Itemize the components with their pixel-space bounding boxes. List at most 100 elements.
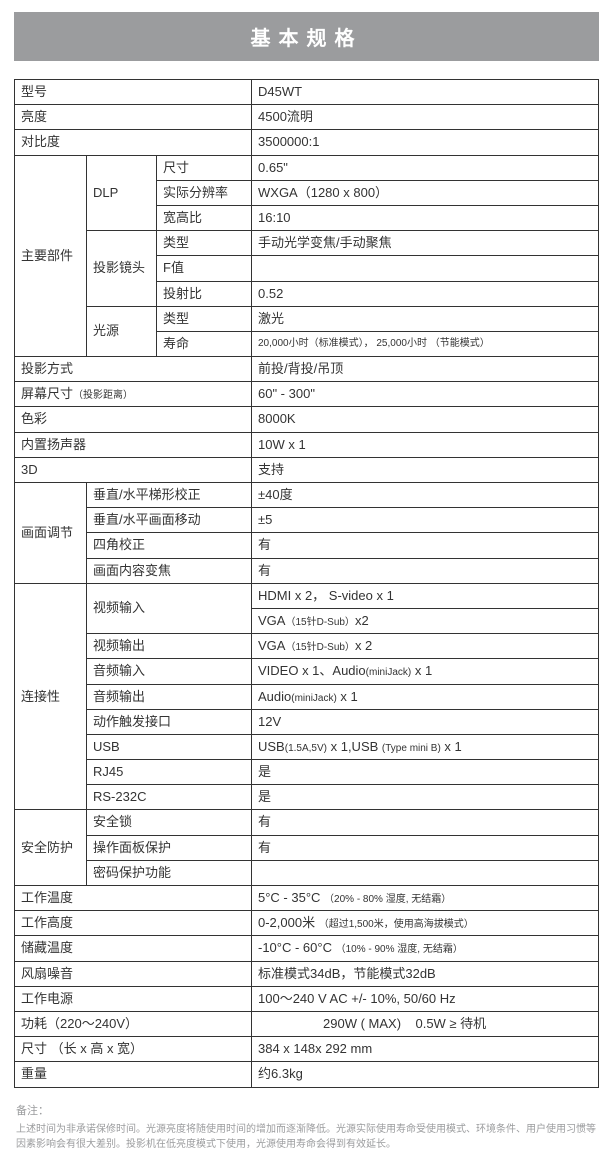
label-cell: 动作触发接口 [87, 709, 252, 734]
value-cell: D45WT [252, 80, 599, 105]
value-cell: 有 [252, 558, 599, 583]
label-cell: 亮度 [15, 105, 252, 130]
page-title: 基本规格 [14, 12, 599, 61]
label-cell: 屏幕尺寸（投影距离） [15, 382, 252, 407]
label-cell: 工作高度 [15, 911, 252, 936]
table-row: 画面调节 垂直/水平梯形校正 ±40度 [15, 483, 599, 508]
table-row: 投影镜头 类型 手动光学变焦/手动聚焦 [15, 231, 599, 256]
label-cell: 画面调节 [15, 483, 87, 584]
value-cell: 前投/背投/吊顶 [252, 357, 599, 382]
value-cell: 12V [252, 709, 599, 734]
table-row: 重量 约6.3kg [15, 1062, 599, 1087]
notes-heading: 备注： [16, 1102, 597, 1118]
table-row: RJ45 是 [15, 760, 599, 785]
table-row: 安全防护 安全锁 有 [15, 810, 599, 835]
label-cell: RS-232C [87, 785, 252, 810]
value-cell: 标准模式34dB，节能模式32dB [252, 961, 599, 986]
label-cell: 尺寸 （长 x 高 x 宽） [15, 1037, 252, 1062]
value-cell: 60" - 300" [252, 382, 599, 407]
label-cell: 光源 [87, 306, 157, 356]
table-row: 密码保护功能 [15, 860, 599, 885]
label-cell: RJ45 [87, 760, 252, 785]
label-cell: 投影方式 [15, 357, 252, 382]
label-cell: 视频输入 [87, 583, 252, 633]
value-cell: 手动光学变焦/手动聚焦 [252, 231, 599, 256]
table-row: 音频输入 VIDEO x 1、Audio(miniJack) x 1 [15, 659, 599, 684]
value-cell: 是 [252, 760, 599, 785]
value-cell: 384 x 148x 292 mm [252, 1037, 599, 1062]
label-cell: 功耗（220～240V） [15, 1011, 252, 1036]
table-row: 对比度 3500000:1 [15, 130, 599, 155]
label-cell: 操作面板保护 [87, 835, 252, 860]
table-row: 工作电源 100～240 V AC +/- 10%, 50/60 Hz [15, 986, 599, 1011]
value-cell: 支持 [252, 457, 599, 482]
table-row: 储藏温度 -10°C - 60°C （10% - 90% 湿度, 无结霜） [15, 936, 599, 961]
table-row: 工作高度 0-2,000米 （超过1,500米，使用高海拔模式） [15, 911, 599, 936]
spec-table: 型号 D45WT 亮度 4500流明 对比度 3500000:1 主要部件 DL… [14, 79, 599, 1088]
value-cell: 5°C - 35°C （20% - 80% 湿度, 无结霜） [252, 886, 599, 911]
table-row: RS-232C 是 [15, 785, 599, 810]
value-cell [252, 860, 599, 885]
value-cell: 有 [252, 533, 599, 558]
table-row: 垂直/水平画面移动 ±5 [15, 508, 599, 533]
label-cell: 视频输出 [87, 634, 252, 659]
value-cell: ±40度 [252, 483, 599, 508]
label-cell: 风扇噪音 [15, 961, 252, 986]
label-cell: 安全锁 [87, 810, 252, 835]
table-row: 型号 D45WT [15, 80, 599, 105]
value-cell: -10°C - 60°C （10% - 90% 湿度, 无结霜） [252, 936, 599, 961]
table-row: 屏幕尺寸（投影距离） 60" - 300" [15, 382, 599, 407]
value-cell [252, 256, 599, 281]
table-row: 色彩 8000K [15, 407, 599, 432]
label-cell: 投射比 [157, 281, 252, 306]
label-cell: 画面内容变焦 [87, 558, 252, 583]
value-cell: 有 [252, 810, 599, 835]
value-cell: Audio(miniJack) x 1 [252, 684, 599, 709]
label-cell: 投影镜头 [87, 231, 157, 307]
label-cell: F值 [157, 256, 252, 281]
label-cell: 类型 [157, 231, 252, 256]
label-cell: 工作温度 [15, 886, 252, 911]
table-row: 尺寸 （长 x 高 x 宽） 384 x 148x 292 mm [15, 1037, 599, 1062]
label-cell: 色彩 [15, 407, 252, 432]
value-cell: 20,000小时（标准模式）， 25,000小时 （节能模式） [252, 331, 599, 356]
label-cell: 寿命 [157, 331, 252, 356]
table-row: 亮度 4500流明 [15, 105, 599, 130]
table-row: 音频输出 Audio(miniJack) x 1 [15, 684, 599, 709]
table-row: 连接性 视频输入 HDMI x 2， S-video x 1 [15, 583, 599, 608]
value-cell: 0.65" [252, 155, 599, 180]
label-cell: 型号 [15, 80, 252, 105]
label-cell: 宽高比 [157, 205, 252, 230]
table-row: 视频输出 VGA（15针D-Sub）x 2 [15, 634, 599, 659]
value-cell: 0.52 [252, 281, 599, 306]
table-row: 操作面板保护 有 [15, 835, 599, 860]
value-cell: 290W ( MAX) 0.5W ≥ 待机 [252, 1011, 599, 1036]
value-cell: 4500流明 [252, 105, 599, 130]
label-cell: 重量 [15, 1062, 252, 1087]
label-cell: 主要部件 [15, 155, 87, 357]
table-row: 3D 支持 [15, 457, 599, 482]
value-cell: 100～240 V AC +/- 10%, 50/60 Hz [252, 986, 599, 1011]
notes-body: 上述时间为非承诺保修时间。光源亮度将随使用时间的增加而逐渐降低。光源实际使用寿命… [16, 1122, 597, 1152]
value-cell: 激光 [252, 306, 599, 331]
table-row: 动作触发接口 12V [15, 709, 599, 734]
table-row: 光源 类型 激光 [15, 306, 599, 331]
label-cell: 对比度 [15, 130, 252, 155]
value-cell: 16:10 [252, 205, 599, 230]
label-cell: 储藏温度 [15, 936, 252, 961]
label-cell: 实际分辨率 [157, 180, 252, 205]
label-cell: 安全防护 [15, 810, 87, 886]
label-cell: 垂直/水平梯形校正 [87, 483, 252, 508]
value-cell: 0-2,000米 （超过1,500米，使用高海拔模式） [252, 911, 599, 936]
value-cell: 有 [252, 835, 599, 860]
value-cell: 10W x 1 [252, 432, 599, 457]
label-cell: 垂直/水平画面移动 [87, 508, 252, 533]
label-cell: DLP [87, 155, 157, 231]
value-cell: USB(1.5A,5V) x 1,USB (Type mini B) x 1 [252, 734, 599, 759]
table-row: 四角校正 有 [15, 533, 599, 558]
table-row: 主要部件 DLP 尺寸 0.65" [15, 155, 599, 180]
label-cell: 连接性 [15, 583, 87, 810]
label-cell: 内置扬声器 [15, 432, 252, 457]
label-cell: 音频输出 [87, 684, 252, 709]
label-cell: 音频输入 [87, 659, 252, 684]
